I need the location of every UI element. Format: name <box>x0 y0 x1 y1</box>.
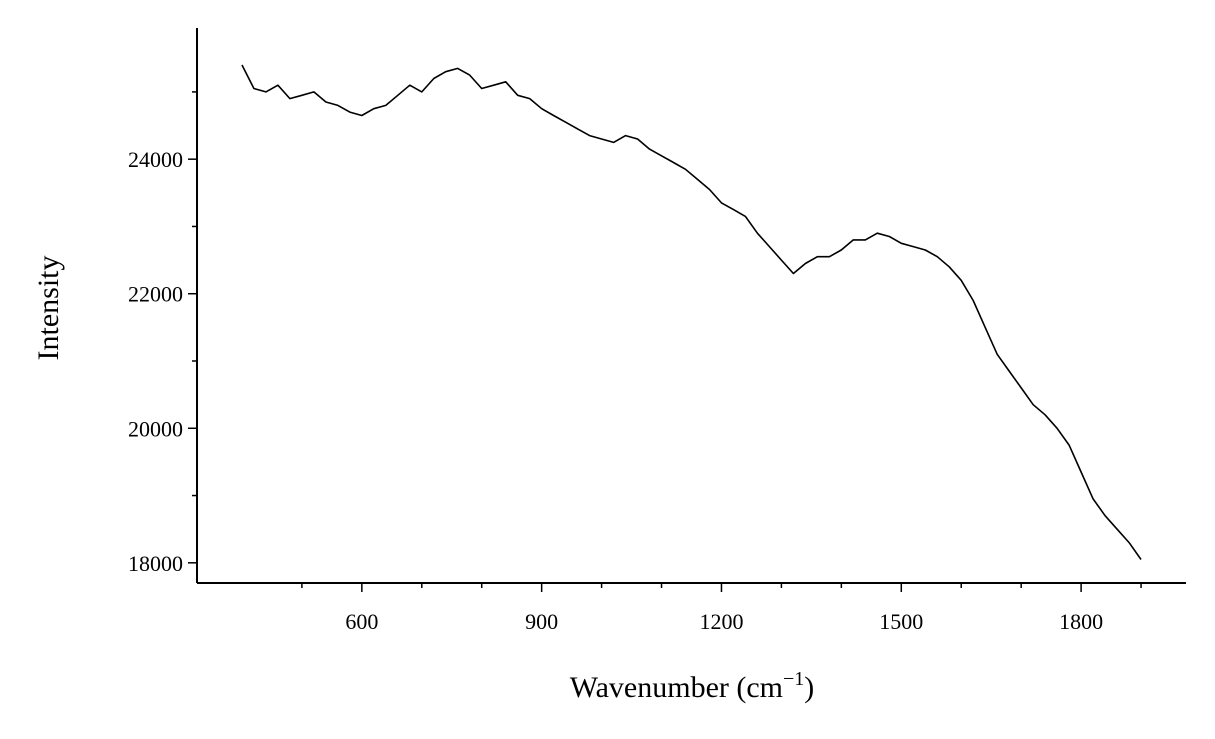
y-tick-label-20000: 20000 <box>128 416 183 441</box>
x-axis-label: Wavenumber (cm−1) <box>570 668 815 704</box>
plot-lines <box>241 64 1142 560</box>
x-tick-label-900: 900 <box>525 609 558 634</box>
x-tick-label-1200: 1200 <box>699 609 743 634</box>
x-tick-label-1500: 1500 <box>879 609 923 634</box>
y-tick-label-24000: 24000 <box>128 147 183 172</box>
series-line-0 <box>241 64 1142 560</box>
y-ticks: 18000 20000 22000 24000 <box>128 91 197 576</box>
y-tick-label-22000: 22000 <box>128 282 183 307</box>
x-tick-label-1800: 1800 <box>1059 609 1103 634</box>
x-ticks: 600 900 1200 1500 1800 <box>301 583 1142 634</box>
y-axis-label: Intensity <box>32 256 65 361</box>
y-tick-label-18000: 18000 <box>128 551 183 576</box>
x-tick-label-600: 600 <box>345 609 378 634</box>
